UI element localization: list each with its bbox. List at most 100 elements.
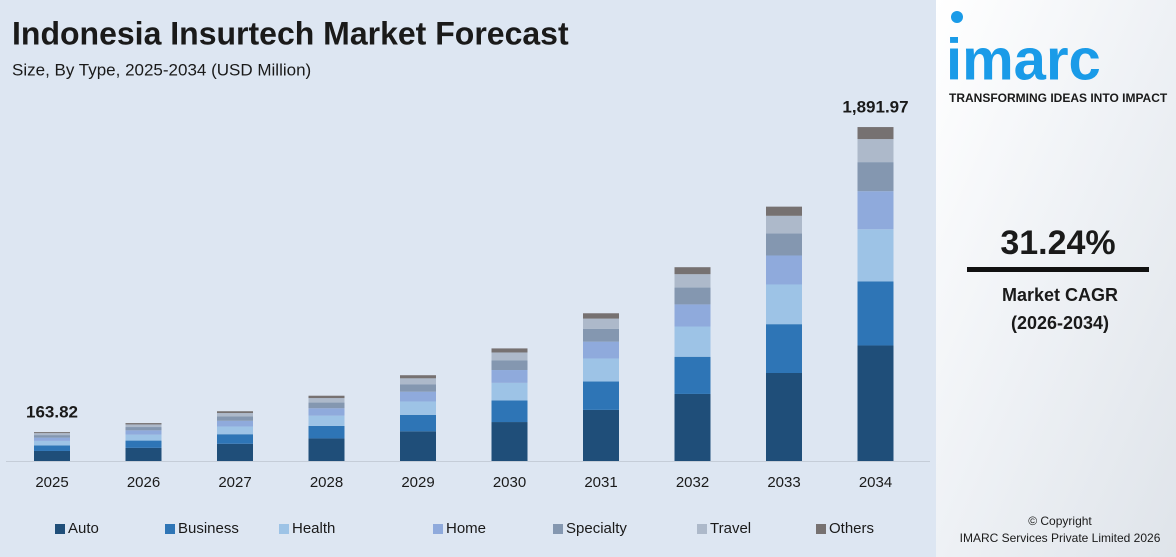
- x-tick-label: 2025: [35, 474, 68, 491]
- bar-segment: [400, 401, 436, 415]
- logo: imarc: [946, 27, 1101, 92]
- bar-segment: [766, 206, 802, 216]
- bar-segment: [217, 443, 253, 461]
- bar-segment: [583, 409, 619, 461]
- bar-segment: [674, 287, 711, 305]
- bar-segment: [857, 191, 894, 230]
- bar-segment: [217, 416, 253, 421]
- bar-segment: [308, 415, 345, 426]
- bar-segment: [400, 414, 436, 432]
- bar-segment: [125, 430, 162, 435]
- bar-segment: [308, 398, 345, 403]
- bar-segment: [125, 440, 162, 448]
- x-tick-label: 2034: [859, 474, 892, 491]
- legend-label: Health: [292, 520, 335, 537]
- legend-label: Others: [829, 520, 874, 537]
- bar-segment: [34, 450, 70, 461]
- bar-segment: [674, 267, 711, 275]
- bar-segment: [400, 384, 436, 392]
- bar-segment: [766, 233, 802, 256]
- bar-segment: [34, 432, 70, 434]
- bar-segment: [125, 423, 162, 425]
- bar-segment: [857, 127, 894, 140]
- bar-segment: [34, 437, 70, 441]
- total-label: 1,891.97: [842, 98, 908, 117]
- bar-segment: [400, 375, 436, 379]
- bar-segment: [217, 413, 253, 417]
- bar-segment: [766, 372, 802, 461]
- bar-segment: [674, 393, 711, 461]
- bar-segment: [583, 328, 619, 342]
- bar-segment: [857, 345, 894, 461]
- bar-segment: [308, 438, 345, 461]
- legend-swatch: [697, 524, 707, 534]
- x-tick-label: 2029: [401, 474, 434, 491]
- bar-segment: [583, 313, 619, 319]
- legend-swatch: [165, 524, 175, 534]
- bar-segment: [125, 424, 162, 428]
- bar-segment: [125, 427, 162, 431]
- x-tick-label: 2032: [676, 474, 709, 491]
- bar-segment: [491, 360, 528, 371]
- x-tick-label: 2030: [493, 474, 526, 491]
- legend-label: Auto: [68, 520, 99, 537]
- bar-segment: [491, 400, 528, 423]
- bar-segment: [217, 420, 253, 427]
- bar-segment: [491, 422, 528, 461]
- legend-swatch: [553, 524, 563, 534]
- cagr-rule: [967, 267, 1149, 272]
- x-tick-label: 2026: [127, 474, 160, 491]
- bar-segment: [766, 324, 802, 373]
- x-tick-label: 2027: [218, 474, 251, 491]
- bar-segment: [308, 395, 345, 399]
- bar-segment: [857, 139, 894, 163]
- bar-segment: [217, 411, 253, 414]
- bar-segment: [491, 348, 528, 353]
- x-tick-label: 2031: [584, 474, 617, 491]
- chart-title: Indonesia Insurtech Market Forecast: [12, 15, 569, 51]
- bar-segment: [857, 229, 894, 282]
- bar-segment: [583, 381, 619, 410]
- bar-segment: [766, 215, 802, 234]
- bar-segment: [308, 425, 345, 439]
- bar-segment: [34, 435, 70, 438]
- cagr-value: 31.24%: [1000, 224, 1115, 262]
- bar-segment: [857, 281, 894, 346]
- bar-segment: [583, 341, 619, 359]
- legend-swatch: [433, 524, 443, 534]
- bar-segment: [217, 434, 253, 444]
- legend-label: Travel: [710, 520, 751, 537]
- copyright: © Copyright: [1028, 514, 1092, 528]
- bar-segment: [125, 447, 162, 461]
- bar-segment: [583, 318, 619, 329]
- bar-segment: [491, 352, 528, 361]
- x-tick-label: 2028: [310, 474, 343, 491]
- side-panel: [936, 0, 1176, 557]
- bar-segment: [308, 408, 345, 416]
- legend-swatch: [279, 524, 289, 534]
- x-tick-label: 2033: [767, 474, 800, 491]
- bar-segment: [674, 274, 711, 288]
- bar-segment: [766, 255, 802, 285]
- bar-segment: [674, 304, 711, 327]
- bar-segment: [34, 433, 70, 436]
- legend-label: Business: [178, 520, 239, 537]
- legend-label: Specialty: [566, 520, 627, 537]
- bar-segment: [491, 382, 528, 401]
- company: IMARC Services Private Limited 2026: [960, 531, 1161, 545]
- bar-segment: [400, 431, 436, 461]
- bar-segment: [217, 426, 253, 435]
- cagr-label: Market CAGR: [1002, 285, 1118, 305]
- legend-swatch: [55, 524, 65, 534]
- bar-segment: [491, 370, 528, 383]
- bar-segment: [34, 440, 70, 446]
- bar-segment: [125, 434, 162, 441]
- chart-subtitle: Size, By Type, 2025-2034 (USD Million): [12, 60, 311, 79]
- bar-segment: [674, 326, 711, 357]
- bar-segment: [583, 358, 619, 382]
- bar-segment: [857, 162, 894, 192]
- tagline: TRANSFORMING IDEAS INTO IMPACT: [949, 91, 1168, 105]
- bar-segment: [400, 378, 436, 385]
